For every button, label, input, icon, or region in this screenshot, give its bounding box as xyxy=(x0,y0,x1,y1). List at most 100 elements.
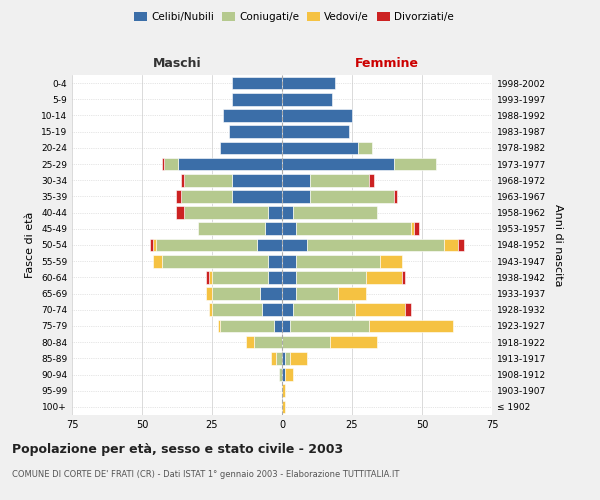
Bar xyxy=(366,271,403,283)
Bar xyxy=(310,190,394,202)
Bar xyxy=(405,304,411,316)
Bar xyxy=(274,320,282,332)
Bar xyxy=(329,336,377,348)
Bar xyxy=(271,352,277,364)
Bar xyxy=(181,174,184,186)
Bar xyxy=(184,206,268,219)
Bar xyxy=(277,352,282,364)
Bar xyxy=(282,384,285,397)
Bar xyxy=(282,77,335,90)
Bar xyxy=(411,222,413,235)
Bar xyxy=(232,77,282,90)
Bar xyxy=(209,271,212,283)
Bar xyxy=(212,271,268,283)
Bar xyxy=(153,238,156,252)
Bar xyxy=(282,142,358,154)
Bar xyxy=(296,271,366,283)
Bar xyxy=(212,288,260,300)
Bar xyxy=(403,271,405,283)
Bar xyxy=(257,238,282,252)
Text: Maschi: Maschi xyxy=(152,57,202,70)
Bar xyxy=(296,288,338,300)
Bar xyxy=(355,304,405,316)
Bar xyxy=(282,336,329,348)
Bar xyxy=(184,174,232,186)
Bar xyxy=(445,238,458,252)
Bar xyxy=(279,368,282,381)
Bar xyxy=(260,288,282,300)
Bar xyxy=(198,222,265,235)
Bar xyxy=(151,238,153,252)
Bar xyxy=(268,255,282,268)
Bar xyxy=(282,352,285,364)
Bar xyxy=(229,126,282,138)
Bar xyxy=(178,158,282,170)
Text: COMUNE DI CORTE DE' FRATI (CR) - Dati ISTAT 1° gennaio 2003 - Elaborazione TUTTI: COMUNE DI CORTE DE' FRATI (CR) - Dati IS… xyxy=(12,470,400,479)
Bar xyxy=(282,400,285,413)
Bar xyxy=(245,336,254,348)
Bar xyxy=(293,206,377,219)
Bar xyxy=(176,190,181,202)
Bar xyxy=(282,255,296,268)
Bar xyxy=(262,304,282,316)
Bar xyxy=(282,238,307,252)
Bar xyxy=(338,288,366,300)
Bar xyxy=(232,93,282,106)
Bar xyxy=(282,158,394,170)
Legend: Celibi/Nubili, Coniugati/e, Vedovi/e, Divorziati/e: Celibi/Nubili, Coniugati/e, Vedovi/e, Di… xyxy=(130,8,458,26)
Bar xyxy=(209,304,212,316)
Bar xyxy=(181,190,232,202)
Bar xyxy=(458,238,464,252)
Bar xyxy=(282,190,310,202)
Bar xyxy=(290,320,369,332)
Bar xyxy=(176,206,184,219)
Bar xyxy=(394,190,397,202)
Bar xyxy=(394,158,436,170)
Y-axis label: Fasce di età: Fasce di età xyxy=(25,212,35,278)
Bar xyxy=(307,238,445,252)
Bar xyxy=(220,142,282,154)
Bar xyxy=(282,206,293,219)
Bar xyxy=(282,109,352,122)
Bar xyxy=(290,352,307,364)
Bar xyxy=(153,255,161,268)
Bar xyxy=(232,174,282,186)
Bar xyxy=(268,271,282,283)
Text: Femmine: Femmine xyxy=(355,57,419,70)
Bar xyxy=(282,271,296,283)
Bar xyxy=(254,336,282,348)
Bar xyxy=(212,304,262,316)
Bar xyxy=(156,238,257,252)
Bar xyxy=(296,222,411,235)
Bar xyxy=(282,93,332,106)
Bar xyxy=(369,320,453,332)
Bar xyxy=(282,304,293,316)
Bar xyxy=(285,368,293,381)
Bar xyxy=(282,222,296,235)
Bar xyxy=(220,320,274,332)
Bar xyxy=(413,222,419,235)
Bar xyxy=(293,304,355,316)
Bar xyxy=(232,190,282,202)
Bar xyxy=(161,255,268,268)
Bar xyxy=(282,368,285,381)
Bar xyxy=(265,222,282,235)
Bar xyxy=(164,158,178,170)
Bar xyxy=(223,109,282,122)
Bar xyxy=(285,352,290,364)
Bar xyxy=(282,288,296,300)
Bar xyxy=(268,206,282,219)
Bar xyxy=(161,158,164,170)
Text: Popolazione per età, sesso e stato civile - 2003: Popolazione per età, sesso e stato civil… xyxy=(12,442,343,456)
Bar xyxy=(206,288,212,300)
Bar xyxy=(206,271,209,283)
Bar xyxy=(380,255,403,268)
Bar xyxy=(358,142,371,154)
Bar xyxy=(282,174,310,186)
Bar xyxy=(296,255,380,268)
Bar xyxy=(369,174,374,186)
Bar xyxy=(282,320,290,332)
Bar xyxy=(310,174,369,186)
Bar xyxy=(282,126,349,138)
Y-axis label: Anni di nascita: Anni di nascita xyxy=(553,204,563,286)
